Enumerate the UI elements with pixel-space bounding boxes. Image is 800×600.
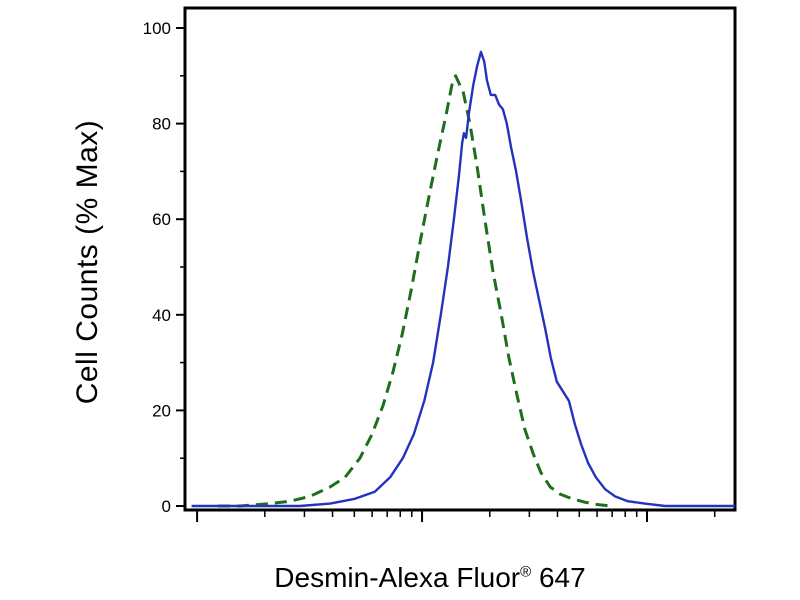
y-axis-label: Cell Counts (% Max)	[71, 119, 104, 405]
svg-text:60: 60	[152, 210, 171, 229]
svg-text:80: 80	[152, 115, 171, 134]
registered-trademark-symbol: ®	[520, 563, 532, 581]
svg-text:0: 0	[162, 497, 171, 516]
svg-text:40: 40	[152, 306, 171, 325]
x-axis-label-tail: 647	[531, 562, 586, 593]
svg-text:100: 100	[143, 19, 171, 38]
x-axis-label-main: Desmin-Alexa Fluor	[274, 562, 521, 593]
svg-text:20: 20	[152, 401, 171, 420]
x-axis-label: Desmin-Alexa Fluor® 647	[150, 562, 710, 594]
